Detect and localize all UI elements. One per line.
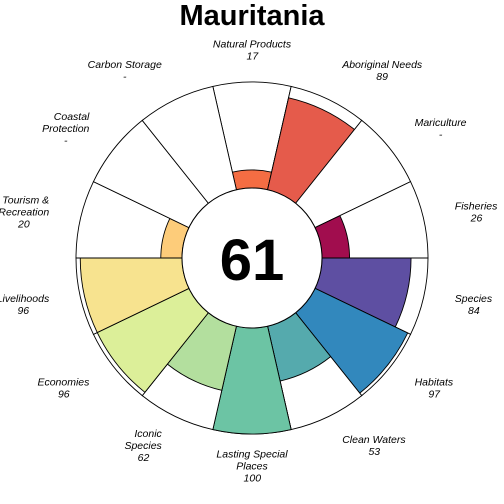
goal-label-livelihoods: Livelihoods 96	[0, 293, 50, 317]
goal-score-species: 84	[468, 305, 480, 317]
chart-title: Mauritania	[179, 0, 325, 32]
goal-name-lasting-special-places: Places	[236, 461, 268, 473]
goal-label-coastal-protection: Coastal Protection -	[42, 111, 90, 147]
goal-label-habitats: Habitats 97	[415, 376, 454, 400]
goal-name-tourism-recreation: Recreation	[0, 206, 49, 218]
goal-label-tourism-recreation: Tourism & Recreation 20	[0, 194, 49, 230]
goal-score-clean-waters: 53	[368, 446, 380, 458]
goal-score-natural-products: 17	[247, 51, 260, 63]
petal-natural-products	[231, 169, 273, 191]
goal-name-species: Species	[455, 293, 493, 305]
goal-label-lasting-special-places: Lasting Special Places 100	[216, 449, 288, 485]
goal-label-carbon-storage: Carbon Storage -	[88, 59, 162, 83]
goal-name-natural-products: Natural Products	[213, 39, 292, 51]
goal-label-aboriginal-needs: Aboriginal Needs 89	[341, 59, 423, 83]
goal-name-fisheries: Fisheries	[455, 200, 498, 212]
goal-name-coastal-protection: Protection	[42, 123, 89, 135]
goal-name-mariculture: Mariculture	[415, 117, 467, 129]
goal-score-lasting-special-places: 100	[244, 473, 262, 485]
goal-name-livelihoods: Livelihoods	[0, 293, 50, 305]
goal-score-fisheries: 26	[470, 212, 483, 224]
goal-label-mariculture: Mariculture -	[415, 117, 467, 141]
goal-label-economies: Economies 96	[37, 376, 90, 400]
goal-label-iconic-species: Iconic Species 62	[124, 428, 162, 464]
goal-score-tourism-recreation: 20	[17, 218, 30, 230]
goal-name-habitats: Habitats	[415, 376, 454, 388]
labels-group: Natural Products 17 Aboriginal Needs 89 Mari…	[0, 39, 498, 485]
center-score: 61	[220, 228, 285, 293]
goal-score-iconic-species: 62	[138, 452, 150, 464]
goal-label-species: Species 84	[455, 293, 493, 317]
goal-name-iconic-species: Iconic	[134, 428, 162, 440]
goal-label-natural-products: Natural Products 17	[213, 39, 292, 63]
goal-name-carbon-storage: Carbon Storage	[88, 59, 162, 71]
goal-label-clean-waters: Clean Waters 53	[342, 434, 406, 458]
goal-name-aboriginal-needs: Aboriginal Needs	[341, 59, 423, 71]
goal-score-mariculture: -	[439, 129, 443, 141]
goal-label-fisheries: Fisheries 26	[455, 200, 498, 224]
goal-name-lasting-special-places: Lasting Special	[216, 449, 288, 461]
goal-name-iconic-species: Species	[124, 440, 162, 452]
petals-group	[75, 81, 429, 435]
goal-score-livelihoods: 96	[17, 305, 29, 317]
goal-score-economies: 96	[58, 388, 70, 400]
goal-name-economies: Economies	[37, 376, 90, 388]
goal-name-clean-waters: Clean Waters	[342, 434, 406, 446]
goal-score-coastal-protection: -	[64, 135, 68, 147]
goal-score-habitats: 97	[428, 388, 441, 400]
center-circle	[181, 187, 323, 329]
goal-name-tourism-recreation: Tourism &	[2, 194, 49, 206]
goal-score-aboriginal-needs: 89	[376, 71, 388, 83]
goal-score-carbon-storage: -	[123, 71, 127, 83]
goal-name-coastal-protection: Coastal	[54, 111, 90, 123]
